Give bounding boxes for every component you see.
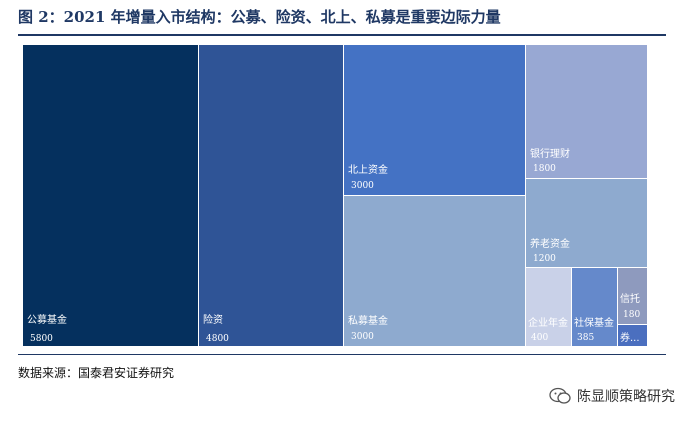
brand-name: 陈显顺策略研究 xyxy=(577,389,675,405)
treemap-tile: 养老资金 1200 xyxy=(526,179,647,267)
treemap-tile-rect xyxy=(199,45,343,346)
treemap-tile: 社保基金 385 xyxy=(572,268,617,346)
treemap-tile: 险资 4800 xyxy=(199,45,343,346)
treemap-tile: 银行理财 1800 xyxy=(526,45,647,178)
treemap-tile-rect xyxy=(23,45,198,346)
treemap-tile-label: 养老资金 xyxy=(530,237,570,250)
treemap-tile: 券... xyxy=(618,325,647,346)
footer-rule xyxy=(18,354,666,355)
treemap-tile-value: 3000 xyxy=(351,332,374,342)
treemap-tile-rect xyxy=(526,45,647,178)
treemap-tile: 公募基金 5800 xyxy=(23,45,198,346)
treemap-tile-value: 1800 xyxy=(533,164,556,174)
treemap-tile-rect xyxy=(344,196,525,346)
wechat-icon xyxy=(549,387,571,404)
treemap-tile-label: 险资 xyxy=(203,313,223,326)
treemap-tile-value: 4800 xyxy=(206,334,229,344)
treemap-tile-label: 私募基金 xyxy=(348,314,388,327)
treemap-tile-rect xyxy=(344,45,525,195)
treemap-tile-value: 180 xyxy=(623,310,640,320)
treemap-tile-rect xyxy=(618,325,647,346)
treemap-tile-value: 400 xyxy=(531,333,548,343)
brand-watermark: 陈显顺策略研究 xyxy=(549,386,675,406)
treemap-tile-label: 银行理财 xyxy=(530,147,570,160)
treemap-tile-value: 5800 xyxy=(30,334,53,344)
treemap-tile-label: 企业年金 xyxy=(528,316,568,329)
treemap-tile-label: 公募基金 xyxy=(27,313,67,326)
treemap-tile-value: 3000 xyxy=(351,181,374,191)
treemap-tile-label: 社保基金 xyxy=(574,316,614,329)
treemap-tile: 北上资金 3000 xyxy=(344,45,525,195)
treemap-tile-rect xyxy=(526,179,647,267)
chart-title: 图 2：2021 年增量入市结构：公募、险资、北上、私募是重要边际力量 xyxy=(18,8,501,26)
title-rule xyxy=(18,34,666,36)
treemap-tile-value: 385 xyxy=(577,333,594,343)
data-source-note: 数据来源：国泰君安证券研究 xyxy=(18,366,175,380)
treemap-tile-label: 信托 xyxy=(620,292,640,305)
treemap-tile-rect xyxy=(618,268,647,324)
treemap-tile-label: 券... xyxy=(620,331,640,344)
treemap-tile-rect xyxy=(572,268,617,346)
treemap-tile: 信托 180 xyxy=(618,268,647,324)
treemap-tile-value: 1200 xyxy=(533,254,556,264)
treemap-tile: 企业年金 400 xyxy=(526,268,571,346)
treemap-tile-label: 北上资金 xyxy=(348,163,388,176)
treemap-tile: 私募基金 3000 xyxy=(344,196,525,346)
treemap-tile-rect xyxy=(526,268,571,346)
